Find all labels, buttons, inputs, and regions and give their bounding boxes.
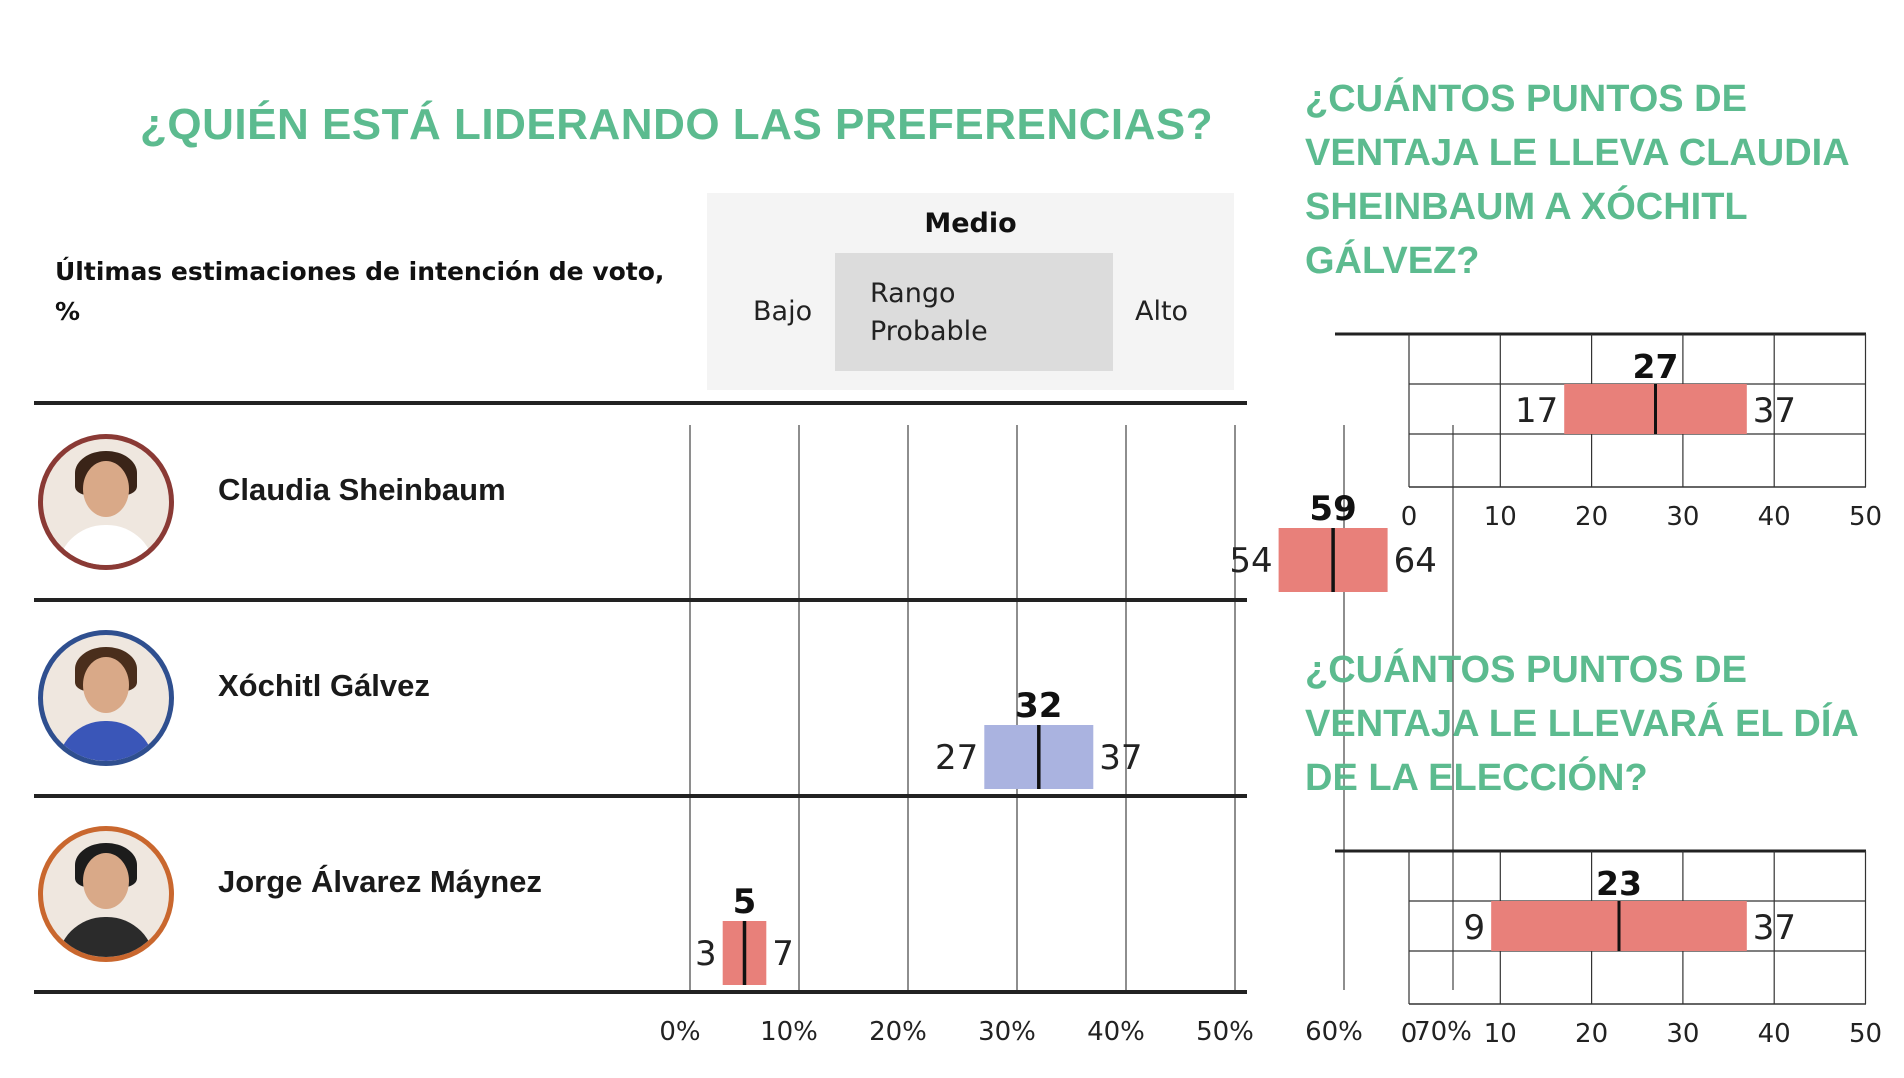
low-value-label: 27 (935, 738, 978, 778)
median-value-label: 32 (1015, 686, 1062, 726)
x-tick-label: 20 (1575, 502, 1608, 532)
legend-range-swatch: Rango Probable (835, 253, 1113, 371)
x-tick-label: 30% (978, 1017, 1036, 1047)
avatar-sheinbaum (38, 434, 174, 570)
legend-alto-label: Alto (1135, 296, 1189, 327)
x-tick-label: 0% (659, 1017, 700, 1047)
x-tick-label: 10 (1484, 1019, 1517, 1049)
x-tick-label: 50 (1849, 502, 1882, 532)
side-title-advantage-now: ¿CUÁNTOS PUNTOS DE VENTAJA LE LLEVA CLAU… (1305, 78, 1849, 282)
x-tick-label: 50 (1849, 1019, 1882, 1049)
median-value-label: 59 (1309, 489, 1356, 529)
high-value-label: 37 (1099, 738, 1142, 778)
legend-box: Medio Rango Probable Bajo Alto (707, 193, 1234, 390)
median-value-label: 23 (1596, 864, 1642, 903)
high-value-label: 37 (1753, 908, 1796, 948)
x-tick-label: 10 (1484, 502, 1517, 532)
x-tick-label: 20 (1575, 1019, 1608, 1049)
low-value-label: 9 (1464, 908, 1486, 948)
x-tick-label: 10% (760, 1017, 818, 1047)
avatar-head (83, 657, 129, 713)
x-tick-label: 30 (1666, 1019, 1699, 1049)
chart-subtitle: Últimas estimaciones de intención de vot… (55, 257, 665, 326)
x-tick-label: 20% (869, 1017, 927, 1047)
x-tick-label: 40 (1758, 1019, 1791, 1049)
low-value-label: 3 (695, 934, 717, 974)
x-tick-label: 40 (1758, 502, 1791, 532)
candidate-name-sheinbaum: Claudia Sheinbaum (218, 472, 506, 507)
candidate-name-maynez: Jorge Álvarez Máynez (218, 864, 542, 899)
x-tick-label: 40% (1087, 1017, 1145, 1047)
low-value-label: 17 (1515, 391, 1558, 431)
high-value-label: 7 (772, 934, 794, 974)
main-title: ¿QUIÉN ESTÁ LIDERANDO LAS PREFERENCIAS? (140, 100, 1214, 149)
candidate-name-galvez: Xóchitl Gálvez (218, 668, 430, 703)
x-tick-label: 0 (1401, 502, 1418, 532)
avatar-maynez (38, 826, 174, 962)
legend-medio-label: Medio (924, 208, 1017, 239)
high-value-label: 37 (1753, 391, 1796, 431)
avatar-galvez (38, 630, 174, 766)
avatar-head (83, 461, 129, 517)
low-value-label: 54 (1229, 541, 1272, 581)
high-value-label: 64 (1394, 541, 1437, 581)
x-tick-label: 50% (1196, 1017, 1254, 1047)
x-tick-label: 60% (1305, 1017, 1363, 1047)
x-tick-label: 0 (1401, 1019, 1418, 1049)
median-value-label: 5 (733, 882, 757, 922)
x-tick-label: 30 (1666, 502, 1699, 532)
legend-bajo-label: Bajo (753, 296, 813, 327)
avatar-head (83, 853, 129, 909)
legend-range-label: Rango Probable (870, 278, 988, 347)
median-value-label: 27 (1633, 347, 1679, 386)
side-title-advantage-election: ¿CUÁNTOS PUNTOS DE VENTAJA LE LLEVARÁ EL… (1305, 649, 1858, 799)
x-tick-label: 70% (1414, 1017, 1472, 1047)
